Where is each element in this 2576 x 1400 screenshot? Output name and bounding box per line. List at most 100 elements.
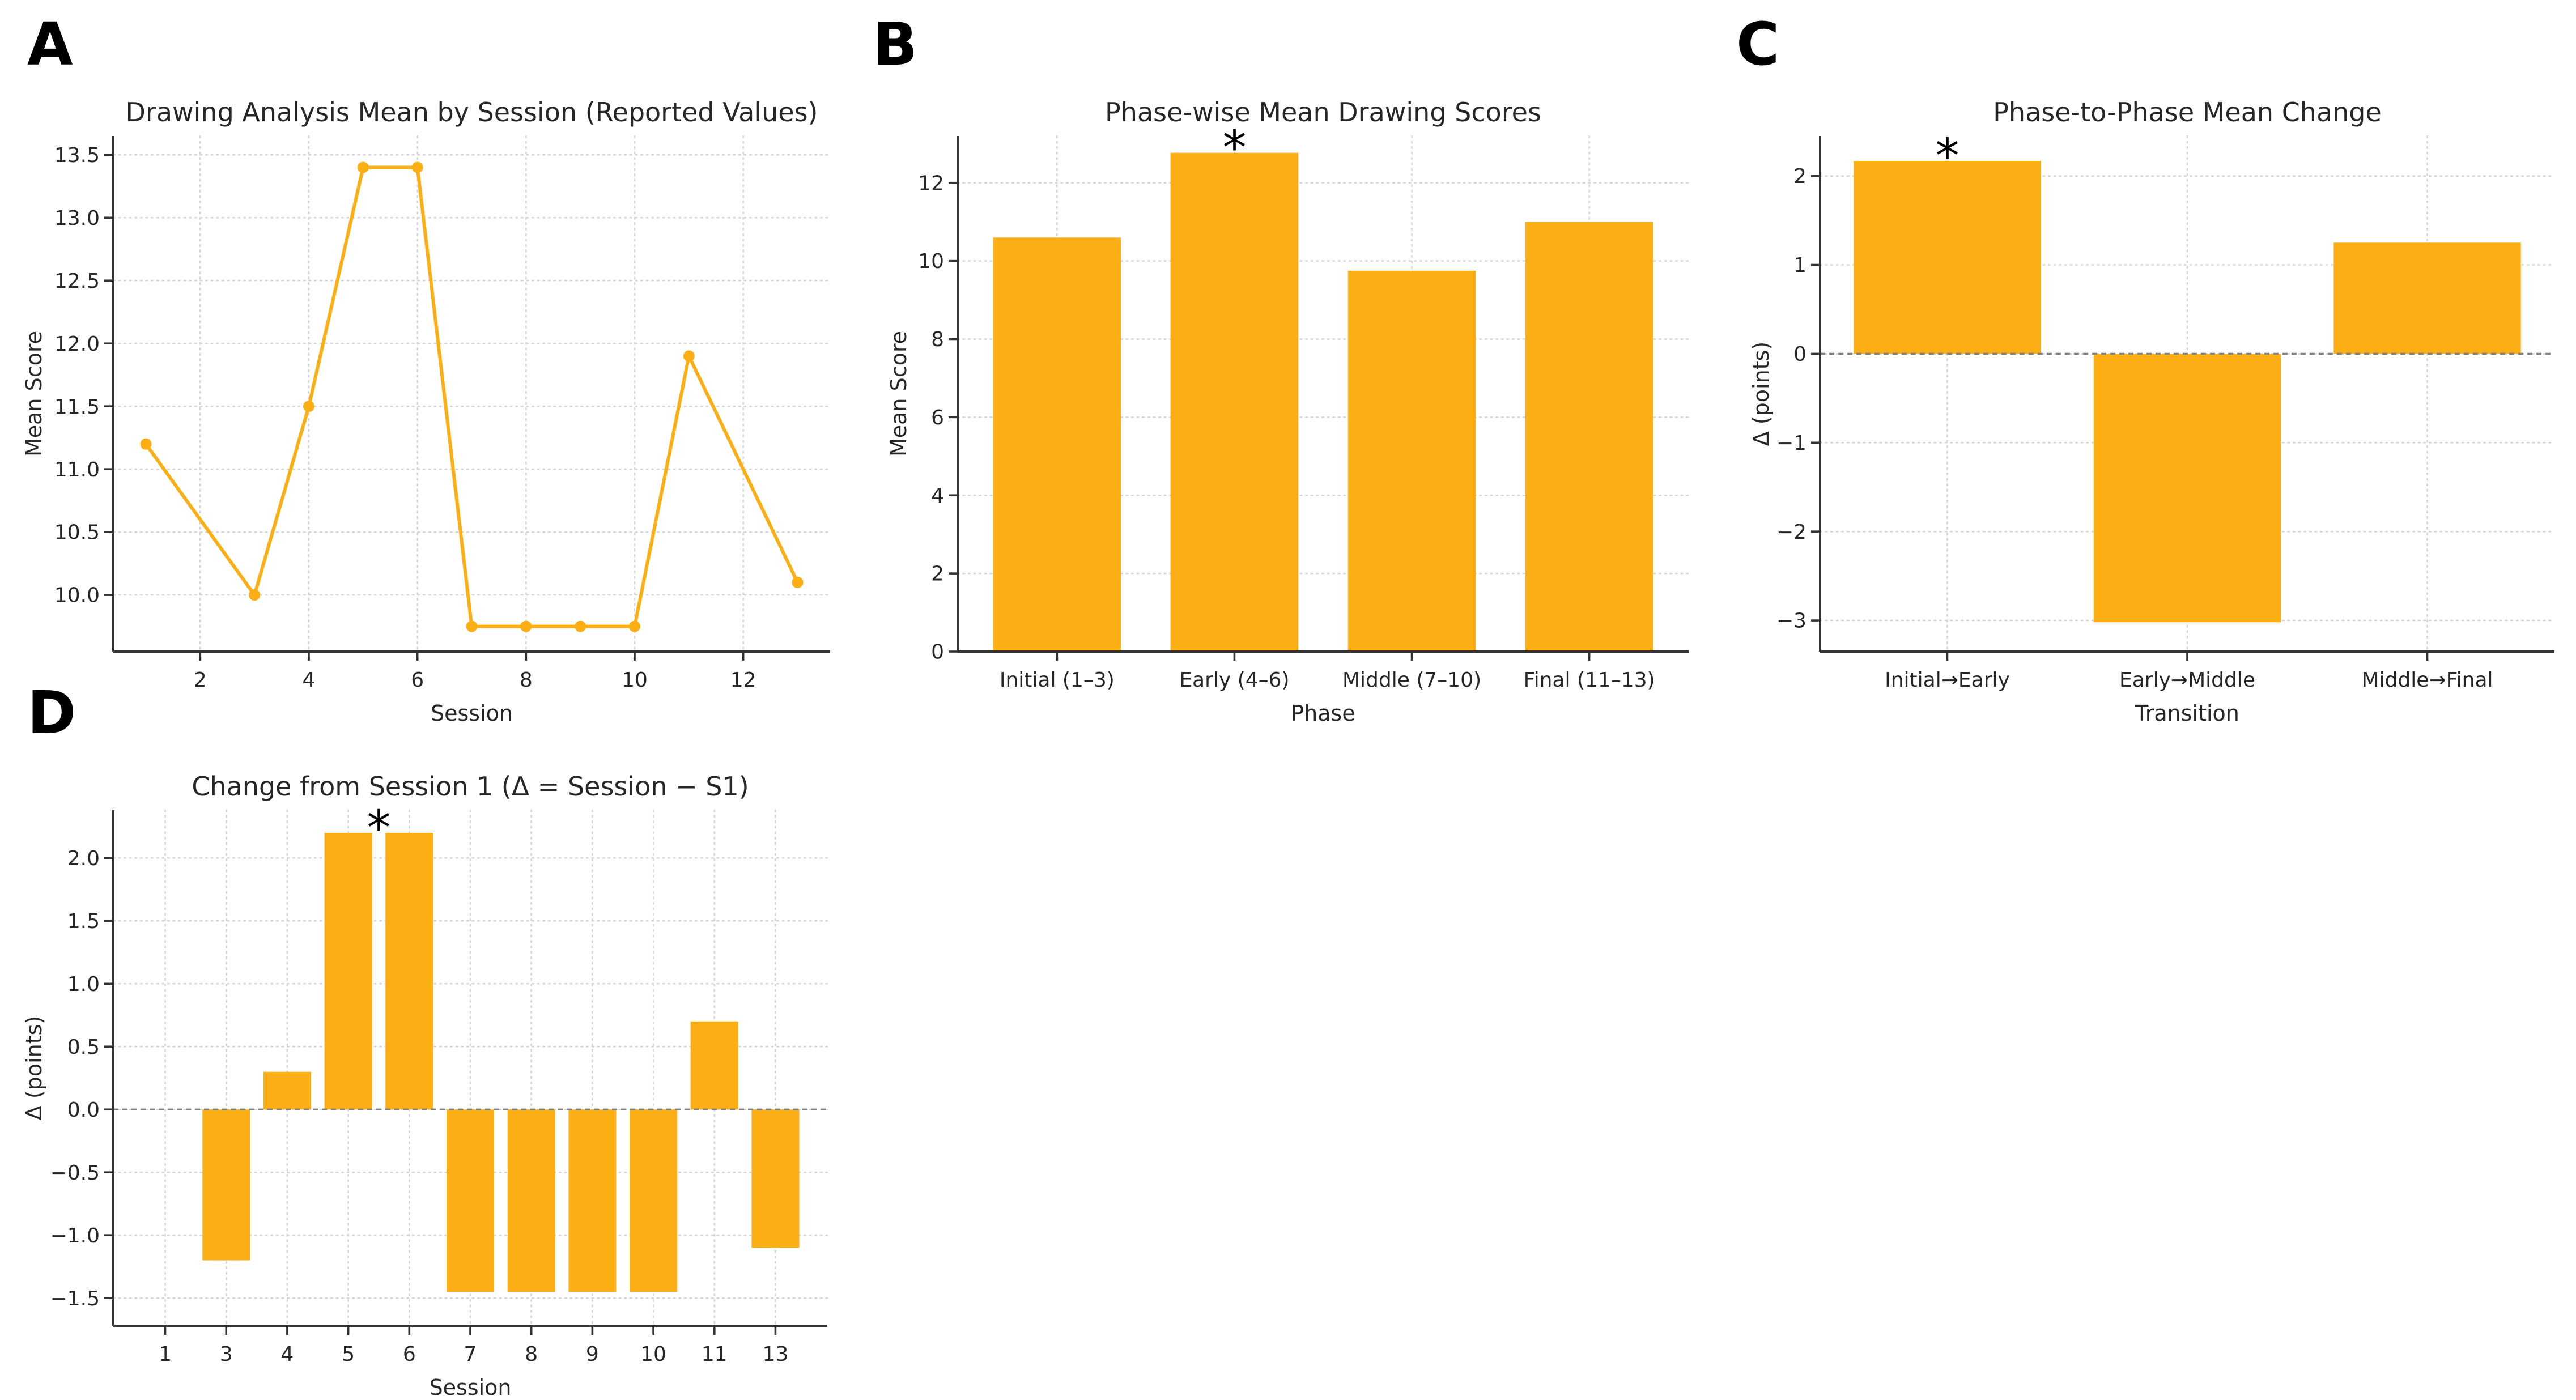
x-tick-label: 12 (730, 669, 756, 692)
panel-a-letter: A (27, 10, 73, 79)
panel-a-line-chart: 2 4 6 8 10 12 10.0 10.5 11.0 11.5 12.0 12.5 13.0 13.5… (22, 97, 831, 726)
y-tick-label: 11.5 (54, 395, 100, 419)
y-tick-label: 12 (918, 172, 944, 195)
y-tick-label: −2 (1776, 521, 1806, 544)
data-point-session-4 (303, 401, 314, 412)
y-tick-label: 0 (931, 641, 944, 664)
x-tick-label: 13 (763, 1343, 789, 1366)
data-point-session-10 (629, 620, 640, 632)
data-point-session-6 (411, 161, 423, 173)
x-tick-label: 5 (342, 1343, 355, 1366)
x-tick-label: Middle→Final (2361, 669, 2493, 692)
y-tick-label: 2 (931, 563, 944, 586)
y-axis-label: Mean Score (22, 331, 46, 457)
data-point-session-13 (792, 576, 804, 588)
significance-asterisk: * (367, 800, 390, 856)
chart-title: Phase-to-Phase Mean Change (1993, 97, 2382, 127)
y-tick-label: 10 (918, 250, 944, 273)
x-tick-label: 6 (411, 669, 424, 692)
y-tick-label: 2 (1793, 165, 1806, 188)
bar-middle-7-10- (1347, 270, 1476, 652)
panel-b-bar-chart: Initial (1–3) Early (4–6) Middle (7–10) Fin… (886, 97, 1690, 726)
y-axis-label: Δ (points) (1749, 342, 1774, 446)
bar-4 (263, 1071, 311, 1110)
y-tick-label: −1.5 (50, 1287, 100, 1310)
x-tick-label: Final (11–13) (1524, 669, 1655, 692)
y-tick-label: 0.5 (67, 1036, 100, 1059)
panel-b-letter: B (873, 10, 918, 79)
data-point-session-5 (357, 161, 369, 173)
bar-3 (202, 1109, 250, 1261)
x-tick-label: Middle (7–10) (1342, 669, 1481, 692)
y-tick-label: 0 (1793, 343, 1806, 366)
y-axis-label: Mean Score (886, 331, 911, 457)
y-tick-label: 4 (931, 484, 944, 508)
y-tick-label: 11.0 (54, 458, 100, 482)
chart-title: Change from Session 1 (Δ = Session − S1) (192, 771, 749, 802)
x-tick-label: 9 (586, 1343, 599, 1366)
chart-title: Drawing Analysis Mean by Session (Report… (126, 97, 818, 127)
chart-title: Phase-wise Mean Drawing Scores (1105, 97, 1541, 127)
panel-b: B Initial (1–3) Early (4–6) Middle (7–10) F… (867, 6, 1726, 748)
x-tick-label: 7 (464, 1343, 477, 1366)
bar-final-11-13- (1525, 222, 1653, 652)
x-axis-label: Phase (1291, 701, 1355, 726)
y-tick-label: 1.5 (67, 910, 100, 933)
y-tick-label: 0.0 (67, 1099, 100, 1122)
bar-early-middle (2093, 354, 2281, 623)
x-axis-label: Session (431, 701, 513, 726)
y-tick-label: 13.0 (54, 207, 100, 230)
bar-initial-1-3- (993, 237, 1121, 652)
data-point-session-8 (520, 620, 532, 632)
bar-middle-final (2333, 242, 2521, 354)
x-axis-label: Transition (2135, 701, 2239, 726)
x-tick-label: Early (4–6) (1179, 669, 1289, 692)
y-tick-label: −1 (1776, 432, 1806, 455)
x-tick-label: 10 (622, 669, 648, 692)
x-tick-label: 6 (403, 1343, 416, 1366)
x-tick-label: 4 (303, 669, 316, 692)
data-point-session-1 (140, 438, 152, 450)
x-tick-label: Initial→Early (1885, 669, 2010, 692)
data-point-session-3 (249, 589, 261, 601)
panel-c-letter: C (1736, 10, 1780, 79)
y-tick-label: 2.0 (67, 847, 100, 870)
x-tick-label: 10 (640, 1343, 666, 1366)
bar-13 (751, 1109, 800, 1248)
y-tick-label: −1.0 (50, 1224, 100, 1248)
panel-c: C Initial→Early Early→Middle Middle→Final −… (1726, 6, 2576, 748)
y-tick-label: 8 (931, 328, 944, 351)
data-point-session-9 (575, 620, 586, 632)
x-tick-label: 11 (702, 1343, 728, 1366)
x-tick-label: 4 (280, 1343, 294, 1366)
x-axis-label: Session (430, 1375, 512, 1400)
x-tick-label: 1 (159, 1343, 172, 1366)
panel-c-bar-chart: Initial→Early Early→Middle Middle→Final −3 −… (1749, 97, 2556, 726)
y-tick-label: −3 (1776, 610, 1806, 633)
bar-initial-early (1854, 160, 2041, 354)
panel-a: A 2 4 6 8 10 12 10.0 10.5 11.0 11.5 12.0 12.5 13.0 13… (0, 6, 867, 748)
x-tick-label: Early→Middle (2119, 669, 2255, 692)
x-tick-label: Initial (1–3) (1000, 669, 1115, 692)
bar-6 (385, 832, 433, 1110)
significance-asterisk: * (1222, 120, 1246, 176)
bar-7 (447, 1109, 494, 1292)
x-tick-label: 2 (194, 669, 207, 692)
significance-asterisk: * (1935, 128, 1959, 184)
y-tick-label: 10.0 (54, 584, 100, 607)
bar-early-4-6- (1170, 152, 1299, 652)
x-tick-label: 8 (520, 669, 533, 692)
y-tick-label: −0.5 (50, 1161, 100, 1185)
y-tick-label: 1 (1793, 254, 1806, 277)
x-tick-label: 8 (525, 1343, 538, 1366)
bar-8 (507, 1109, 555, 1292)
data-point-session-11 (683, 350, 695, 362)
line-series (144, 165, 800, 628)
panel-d-bar-chart: 1 3 4 5 6 7 8 9 10 11 13−1.5−1.0−0.50.00.51.01.52.… (22, 771, 828, 1400)
y-tick-label: 12.0 (54, 333, 100, 356)
y-axis-label: Δ (points) (22, 1016, 46, 1120)
x-tick-label: 3 (220, 1343, 233, 1366)
bar-10 (630, 1109, 678, 1292)
y-tick-label: 6 (931, 406, 944, 429)
panel-d: D 1 3 4 5 6 7 8 9 10 11 13 −1.5 −1.0 −0.5 0.0 0.5 1.0 1.5… (0, 680, 867, 1400)
